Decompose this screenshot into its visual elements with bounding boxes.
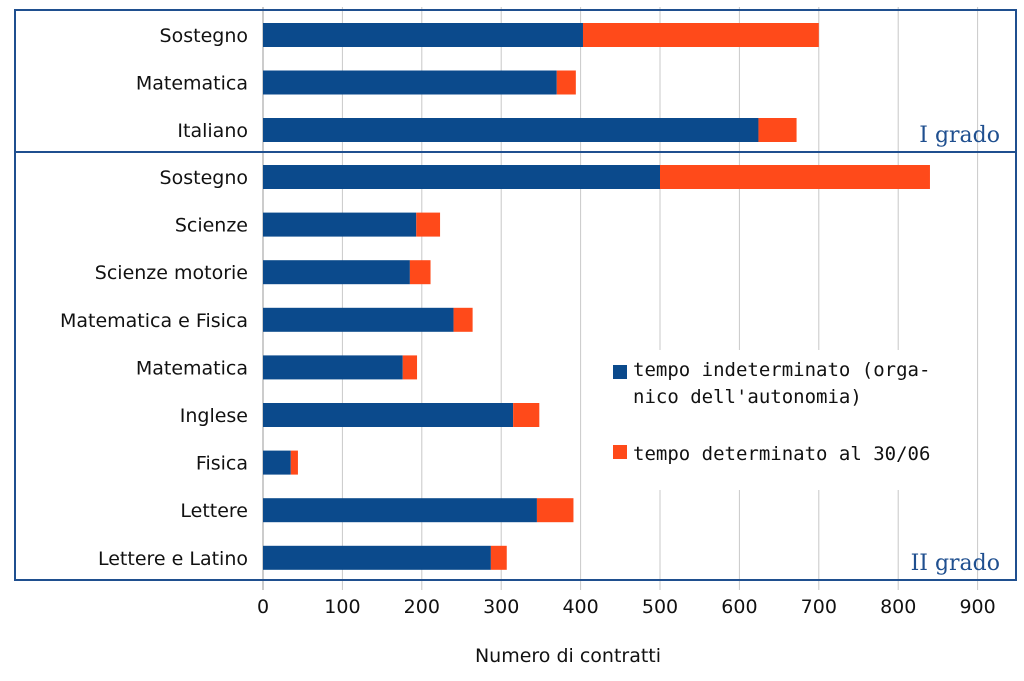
bars [263, 23, 930, 570]
bar-determinato [416, 212, 441, 237]
legend-label: nico dell'autonomia) [633, 386, 862, 408]
x-tick-label: 300 [483, 596, 519, 618]
group-frame [14, 151, 1017, 581]
group-label: II grado [911, 551, 1000, 576]
bar-determinato [490, 545, 507, 570]
legend: tempo indeterminato (orga-nico dell'auto… [600, 350, 955, 490]
x-tick-label: 900 [959, 596, 995, 618]
bar-indeterminato [263, 23, 583, 47]
legend-label: tempo determinato al 30/06 [633, 443, 930, 465]
bar-determinato [556, 70, 576, 95]
legend-swatch [613, 365, 627, 379]
category-label: Lettere [180, 500, 248, 522]
legend-background [600, 350, 955, 490]
legend-label: tempo indeterminato (orga- [633, 359, 930, 381]
category-label: Sostegno [160, 167, 248, 189]
bar-indeterminato [263, 212, 417, 237]
category-label: Scienze motorie [95, 262, 248, 284]
bar-determinato [402, 355, 418, 380]
bar-determinato [660, 165, 930, 189]
x-tick-label: 800 [880, 596, 916, 618]
x-axis-title: Numero di contratti [475, 645, 661, 667]
x-tick-label: 400 [562, 596, 598, 618]
category-labels: Sostegno Matematica Italiano Sostegno Scienz… [60, 25, 248, 570]
category-label: Matematica [136, 357, 248, 379]
group-label: I grado [919, 123, 1000, 148]
bar-determinato [758, 118, 797, 142]
legend-swatch [613, 445, 627, 459]
bar-indeterminato [263, 307, 454, 332]
bar-indeterminato [263, 355, 403, 380]
bar-indeterminato [263, 118, 759, 142]
bar-indeterminato [263, 545, 491, 570]
category-label: Matematica [136, 73, 248, 95]
bar-determinato [409, 260, 431, 285]
category-label: Inglese [180, 405, 248, 427]
bar-indeterminato [263, 165, 660, 189]
group-frames: I grado II grado [14, 9, 1017, 581]
category-label: Sostegno [160, 25, 248, 47]
x-axis-ticks: 0 100 200 300 400 500 600 700 800 900 [257, 596, 996, 618]
bar-indeterminato [263, 260, 410, 285]
bar-indeterminato [263, 403, 514, 427]
x-tick-label: 700 [801, 596, 837, 618]
x-tick-label: 200 [404, 596, 440, 618]
bar-determinato [582, 23, 819, 47]
category-label: Scienze [175, 215, 248, 237]
gridlines [262, 7, 979, 590]
category-label: Matematica e Fisica [60, 310, 248, 332]
x-tick-label: 100 [324, 596, 360, 618]
x-tick-label: 600 [721, 596, 757, 618]
bar-indeterminato [263, 450, 291, 475]
category-label: Lettere e Latino [98, 548, 248, 570]
bar-indeterminato [263, 70, 557, 95]
bar-determinato [513, 403, 540, 427]
bar-indeterminato [263, 498, 537, 523]
bar-determinato [290, 450, 298, 475]
x-tick-label: 500 [642, 596, 678, 618]
bar-determinato [536, 498, 574, 523]
x-tick-label: 0 [257, 596, 269, 618]
category-label: Italiano [177, 120, 248, 142]
category-label: Fisica [196, 453, 248, 475]
bar-determinato [453, 307, 473, 332]
